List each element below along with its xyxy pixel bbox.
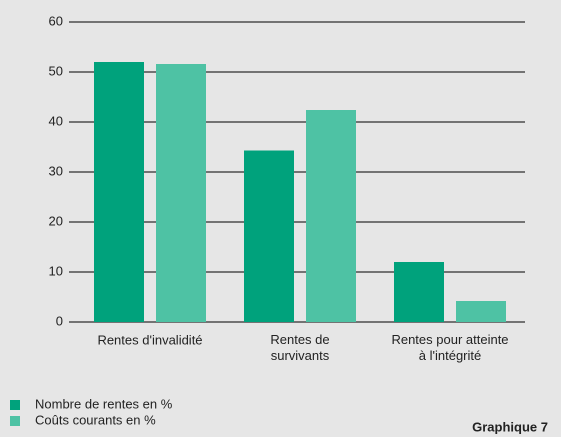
bar [306,110,356,322]
bar [244,150,294,322]
y-tick-label: 40 [49,113,63,128]
legend-swatch [10,400,20,410]
bar [394,262,444,322]
y-tick-label: 10 [49,263,63,278]
x-tick-label: Rentes d'invalidité [97,332,202,347]
x-tick-label: Rentes de survivants [270,332,329,363]
legend-swatch [10,416,20,426]
y-tick-label: 50 [49,63,63,78]
bar [456,301,506,322]
bar [94,62,144,322]
bar [156,64,206,322]
legend-label: Nombre de rentes en % [35,396,173,411]
chart-footer: Graphique 7 [472,419,548,434]
legend-label: Coûts courants en % [35,412,156,427]
x-tick-label: Rentes pour atteinte à l'intégrité [391,332,508,363]
y-tick-label: 30 [49,163,63,178]
y-tick-label: 0 [56,313,63,328]
y-tick-label: 20 [49,213,63,228]
y-tick-label: 60 [49,13,63,28]
